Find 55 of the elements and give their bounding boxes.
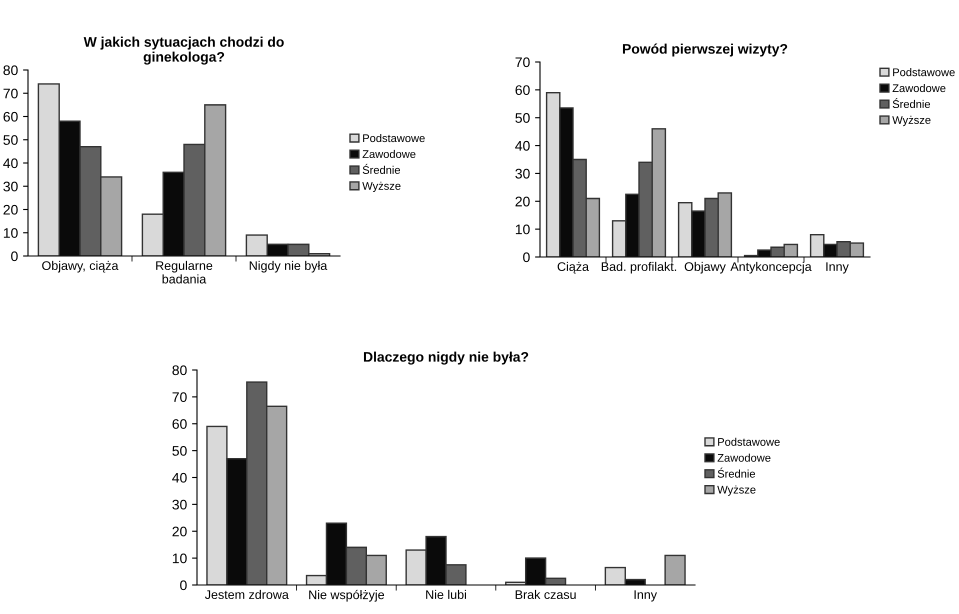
y-tick-label: 60 (172, 419, 187, 429)
legend-label: Wyższe (892, 116, 931, 126)
y-tick-label: 0 (180, 580, 187, 590)
x-tick-label: Nigdy nie była (250, 260, 328, 273)
legend-label: Zawodowe (362, 150, 416, 158)
x-tick-label: Inny (826, 262, 849, 274)
legend-label: Zawodowe (892, 84, 946, 92)
y-tick-label: 70 (4, 88, 18, 98)
y-tick-label: 40 (515, 140, 530, 151)
x-tick-label: Antykoncepcja (730, 262, 812, 274)
legend-label: Wyższe (717, 485, 756, 496)
y-tick-label: 80 (3, 65, 18, 76)
x-tick-label: Jestem zdrowa (204, 590, 289, 600)
chart-title: Dlaczego nigdy nie była? (364, 352, 528, 365)
x-tick-label: Objawy (684, 262, 726, 274)
legend-label: Podstawowe (893, 68, 955, 76)
x-tick-label: Ciąża (558, 262, 589, 274)
y-tick-label: 10 (4, 228, 18, 238)
legend-label: Wyższe (362, 182, 401, 192)
chart-title: Powód pierwszej wizyty? (622, 43, 788, 57)
y-tick-label: 50 (3, 135, 18, 145)
x-tick-label: Regularne badania (156, 260, 212, 284)
x-tick-label: Nie współżyje (309, 590, 384, 602)
y-tick-label: 20 (4, 204, 18, 215)
legend-label: Średnie (362, 164, 400, 174)
chart-title: W jakich sytuacjach chodzi do ginekologa? (84, 36, 284, 65)
y-tick-label: 20 (172, 526, 187, 536)
y-tick-label: 20 (516, 196, 530, 206)
legend-label: Podstawowe (363, 134, 425, 142)
y-tick-label: 30 (515, 168, 530, 179)
y-tick-label: 80 (172, 365, 187, 376)
y-tick-label: 60 (4, 112, 18, 122)
legend-label: Średnie (718, 468, 756, 478)
y-tick-label: 40 (172, 472, 187, 483)
y-tick-label: 30 (3, 182, 18, 192)
x-tick-label: Brak czasu (516, 590, 576, 600)
y-tick-label: 10 (172, 553, 187, 564)
x-tick-label: Nie lubi (426, 590, 466, 600)
y-tick-label: 0 (11, 251, 18, 262)
y-tick-label: 70 (172, 392, 187, 402)
bar (664, 554, 686, 585)
x-tick-label: Bad. profilakt. (602, 262, 676, 274)
y-tick-label: 70 (516, 57, 530, 68)
x-tick-label: Inny (634, 590, 657, 602)
x-tick-label: Objawy, ciąża (42, 260, 118, 273)
y-tick-label: 10 (516, 224, 530, 234)
y-tick-label: 60 (516, 85, 530, 96)
y-tick-label: 0 (523, 252, 530, 262)
legend-label: Podstawowe (718, 438, 780, 446)
y-tick-label: 50 (172, 446, 187, 456)
legend-label: Zawodowe (718, 454, 770, 462)
legend-label: Średnie (892, 98, 930, 108)
y-tick-label: 50 (515, 113, 530, 123)
y-tick-label: 40 (3, 158, 18, 168)
y-tick-label: 30 (172, 500, 187, 510)
